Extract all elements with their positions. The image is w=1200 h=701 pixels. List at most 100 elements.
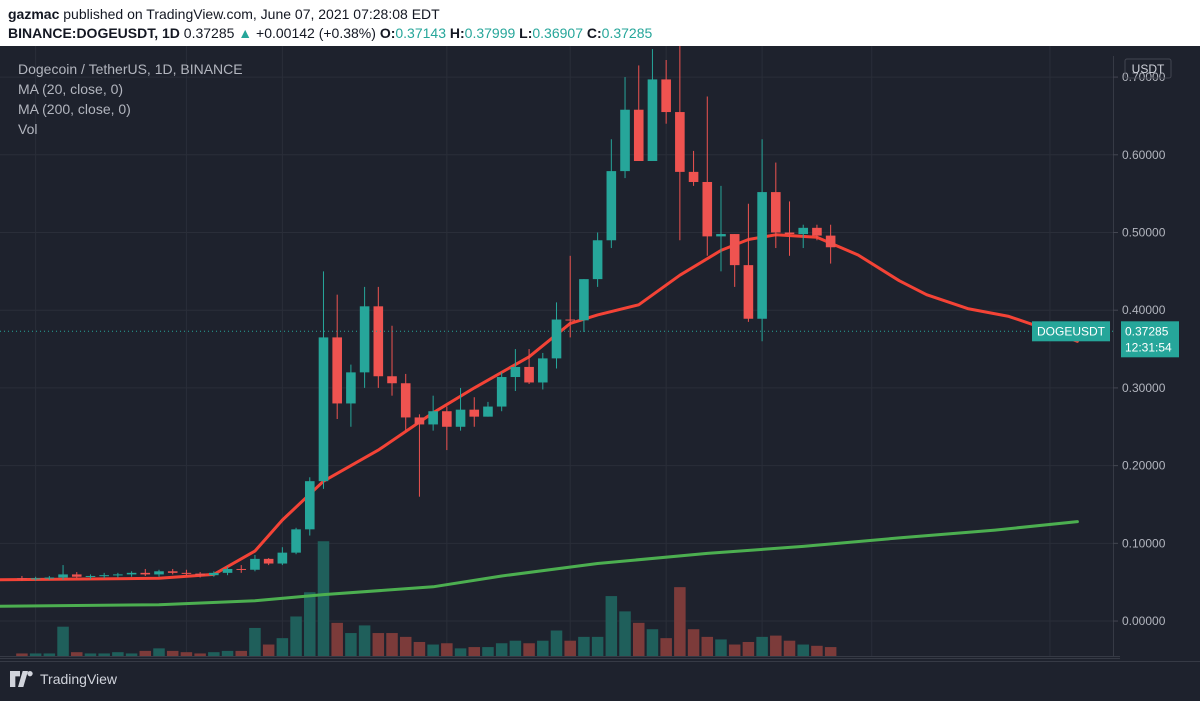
candle-up[interactable]	[579, 279, 589, 321]
candle-up[interactable]	[757, 192, 767, 319]
volume-bar-up	[29, 653, 42, 656]
candle-down[interactable]	[524, 366, 534, 383]
candle-down[interactable]	[17, 578, 27, 580]
candle-up[interactable]	[606, 171, 617, 241]
chart-container[interactable]: 0.00000 0.10000 0.20000 0.30000 0.40000 0.500…	[0, 46, 1200, 700]
candle-down[interactable]	[400, 383, 411, 418]
candle-up[interactable]	[483, 406, 493, 417]
candle-down[interactable]	[661, 79, 671, 113]
candle-down[interactable]	[387, 376, 397, 384]
candle-up[interactable]	[304, 481, 315, 530]
y-tick-label: 0.00000	[1122, 614, 1166, 628]
candle-up[interactable]	[85, 575, 96, 577]
candle-down[interactable]	[565, 319, 576, 321]
open-value: 0.37143	[395, 25, 446, 41]
candle-up[interactable]	[647, 79, 658, 162]
candle-up[interactable]	[346, 372, 356, 404]
candle-down[interactable]	[812, 227, 822, 236]
currency-badge[interactable]: USDT	[1124, 58, 1172, 79]
candle-down[interactable]	[373, 306, 384, 377]
candle-down[interactable]	[771, 192, 781, 233]
candle-up[interactable]	[99, 575, 109, 577]
candle-up[interactable]	[250, 558, 260, 570]
volume-bar-down	[331, 622, 343, 656]
candle-up[interactable]	[551, 319, 562, 359]
y-tick-label: 0.20000	[1122, 459, 1166, 473]
candle-down[interactable]	[675, 112, 685, 172]
ma200-path	[0, 520, 1079, 608]
volume-bar-down	[728, 644, 741, 656]
price-scale[interactable]: 0.00000 0.10000 0.20000 0.30000 0.40000 0.500…	[1113, 70, 1166, 628]
price-chart[interactable]: 0.00000 0.10000 0.20000 0.30000 0.40000 0.500…	[0, 46, 1200, 661]
candle-down[interactable]	[442, 411, 452, 427]
volume-bar-up	[797, 644, 809, 656]
candles[interactable]	[17, 46, 836, 581]
candle-down[interactable]	[236, 568, 247, 570]
candle-down[interactable]	[633, 109, 644, 162]
candle-down[interactable]	[332, 337, 342, 404]
currency-badge-frame	[1124, 58, 1172, 79]
symbol-label: BINANCE:DOGEUSDT, 1D	[8, 25, 180, 41]
volume-bar-down	[632, 622, 645, 656]
candle-down[interactable]	[469, 409, 480, 417]
open-label: O:	[379, 25, 396, 41]
candle-up[interactable]	[537, 358, 548, 383]
volume-bar-down	[399, 636, 412, 656]
last-price: 0.37285	[183, 25, 235, 41]
candle-up[interactable]	[113, 574, 123, 576]
publish-text: published on TradingView.com, June 07, 2…	[63, 6, 440, 22]
volume-bar-up	[550, 630, 563, 656]
candle-down[interactable]	[195, 573, 205, 576]
y-tick-label: 0.70000	[1122, 70, 1166, 84]
tradingview-logo[interactable]: TradingView	[10, 671, 117, 687]
candle-down[interactable]	[414, 417, 425, 425]
candle-up[interactable]	[620, 109, 630, 172]
volume-bar-down	[441, 643, 453, 656]
volume-bar-down	[742, 641, 755, 656]
candle-up[interactable]	[277, 552, 288, 564]
candle-up[interactable]	[44, 577, 55, 579]
candle-up[interactable]	[716, 234, 726, 237]
candle-down[interactable]	[140, 572, 151, 575]
candle-down[interactable]	[688, 171, 699, 182]
candle-up[interactable]	[154, 571, 164, 575]
candle-up[interactable]	[222, 568, 233, 573]
candle-down[interactable]	[181, 572, 192, 574]
candle-down[interactable]	[784, 232, 795, 235]
candle-up[interactable]	[359, 306, 370, 373]
candle-up[interactable]	[510, 366, 521, 378]
candle-up[interactable]	[496, 377, 507, 407]
volume-bar-up	[756, 636, 768, 656]
candle-up[interactable]	[209, 572, 219, 576]
candle-down[interactable]	[263, 558, 274, 564]
candle-up[interactable]	[798, 227, 809, 235]
volume-bar-up	[125, 653, 138, 656]
volume-bar-up	[317, 541, 330, 656]
candle-up[interactable]	[291, 529, 301, 553]
volume-bar-down	[468, 647, 481, 656]
volume-bar-up	[290, 616, 302, 656]
candle-up[interactable]	[428, 411, 438, 425]
candle-down[interactable]	[167, 571, 178, 573]
candle-up[interactable]	[318, 337, 329, 482]
candle-up[interactable]	[126, 572, 137, 575]
candle-up[interactable]	[592, 240, 603, 280]
candle-down[interactable]	[729, 234, 740, 266]
price-tag-bg	[1121, 321, 1179, 358]
candle-up[interactable]	[30, 578, 41, 580]
ma20-line	[0, 233, 1079, 582]
candle-down[interactable]	[825, 235, 836, 248]
candle-down[interactable]	[743, 265, 754, 319]
candle-up[interactable]	[455, 409, 466, 427]
volume-bar-down	[16, 653, 28, 656]
volume-bar-up	[619, 611, 631, 656]
axes	[0, 46, 1200, 661]
publish-info: gazmac published on TradingView.com, Jun…	[8, 6, 440, 22]
high-label: H:	[449, 25, 465, 41]
publisher-name[interactable]: gazmac	[8, 6, 60, 22]
candle-up[interactable]	[58, 574, 68, 578]
volume-bar-up	[304, 592, 316, 656]
price-tag: DOGEUSDT 0.37285 12:31:54	[1032, 321, 1179, 358]
candle-down[interactable]	[71, 574, 82, 577]
candle-down[interactable]	[702, 181, 713, 237]
